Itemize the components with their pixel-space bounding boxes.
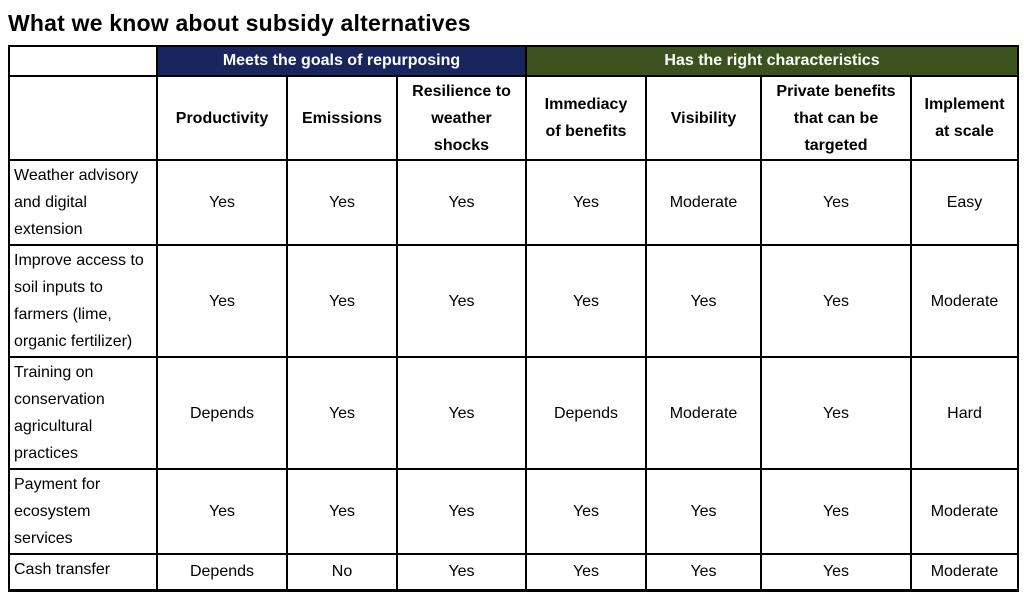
table-cell: Yes <box>286 356 398 470</box>
table-cell: Yes <box>286 159 398 246</box>
table-cell: Easy <box>909 159 1020 246</box>
corner-cell-2 <box>8 75 158 161</box>
table-cell: Yes <box>525 553 647 591</box>
table-cell: Yes <box>760 159 912 246</box>
table-row: Payment for ecosystem services Yes Yes Yes Y… <box>8 468 1020 555</box>
table-cell: Moderate <box>645 356 762 470</box>
table-cell: Moderate <box>909 553 1020 591</box>
table-cell: Yes <box>156 244 288 358</box>
table-cell: Moderate <box>645 159 762 246</box>
table-cell: Depends <box>156 356 288 470</box>
table-row: Improve access to soil inputs to farmers… <box>8 244 1020 358</box>
group-header-characteristics: Has the right characteristics <box>524 45 1020 77</box>
column-header-resilience: Resilience to weather shocks <box>396 75 527 161</box>
table-cell: Hard <box>909 356 1020 470</box>
row-label: Cash transfer <box>8 553 158 591</box>
table-cell: Yes <box>525 159 647 246</box>
column-header-visibility: Visibility <box>645 75 762 161</box>
table-row: Training on conservation agricultural pr… <box>8 356 1020 470</box>
table-cell: Yes <box>396 356 527 470</box>
table-cell: Yes <box>760 356 912 470</box>
table-row: Weather advisory and digital extension Ye… <box>8 159 1020 246</box>
group-header-repurposing: Meets the goals of repurposing <box>156 45 527 77</box>
table-cell: Yes <box>645 244 762 358</box>
table-cell: Moderate <box>909 468 1020 555</box>
group-header-row: Meets the goals of repurposing Has the r… <box>8 45 1020 77</box>
table-cell: Yes <box>645 553 762 591</box>
table-cell: Yes <box>396 553 527 591</box>
table-cell: Yes <box>396 244 527 358</box>
row-label: Improve access to soil inputs to farmers… <box>8 244 158 358</box>
column-header-implement-at-scale: Implement at scale <box>909 75 1020 161</box>
row-label: Payment for ecosystem services <box>8 468 158 555</box>
table-cell: No <box>286 553 398 591</box>
table-cell: Yes <box>525 468 647 555</box>
table-body: Weather advisory and digital extension Ye… <box>8 159 1020 591</box>
column-header-private-benefits: Private benefits that can be targeted <box>760 75 912 161</box>
table-cell: Yes <box>156 468 288 555</box>
table-cell: Yes <box>396 468 527 555</box>
column-header-immediacy: Immediacy of benefits <box>525 75 647 161</box>
table-cell: Yes <box>525 244 647 358</box>
column-header-emissions: Emissions <box>286 75 398 161</box>
column-header-productivity: Productivity <box>156 75 288 161</box>
corner-cell <box>8 45 158 77</box>
subsidy-alternatives-table: Meets the goals of repurposing Has the r… <box>8 45 1020 592</box>
page-title: What we know about subsidy alternatives <box>8 10 471 36</box>
table-cell: Depends <box>156 553 288 591</box>
row-label: Weather advisory and digital extension <box>8 159 158 246</box>
table-cell: Yes <box>286 468 398 555</box>
table-cell: Yes <box>760 553 912 591</box>
row-label: Training on conservation agricultural pr… <box>8 356 158 470</box>
table-cell: Moderate <box>909 244 1020 358</box>
table-cell: Yes <box>396 159 527 246</box>
table-cell: Yes <box>286 244 398 358</box>
table-cell: Yes <box>645 468 762 555</box>
table-cell: Depends <box>525 356 647 470</box>
table-cell: Yes <box>760 468 912 555</box>
table-cell: Yes <box>156 159 288 246</box>
table-row: Cash transfer Depends No Yes Yes Yes Yes Modera… <box>8 553 1020 591</box>
table-cell: Yes <box>760 244 912 358</box>
column-header-row: Productivity Emissions Resilience to wea… <box>8 75 1020 161</box>
